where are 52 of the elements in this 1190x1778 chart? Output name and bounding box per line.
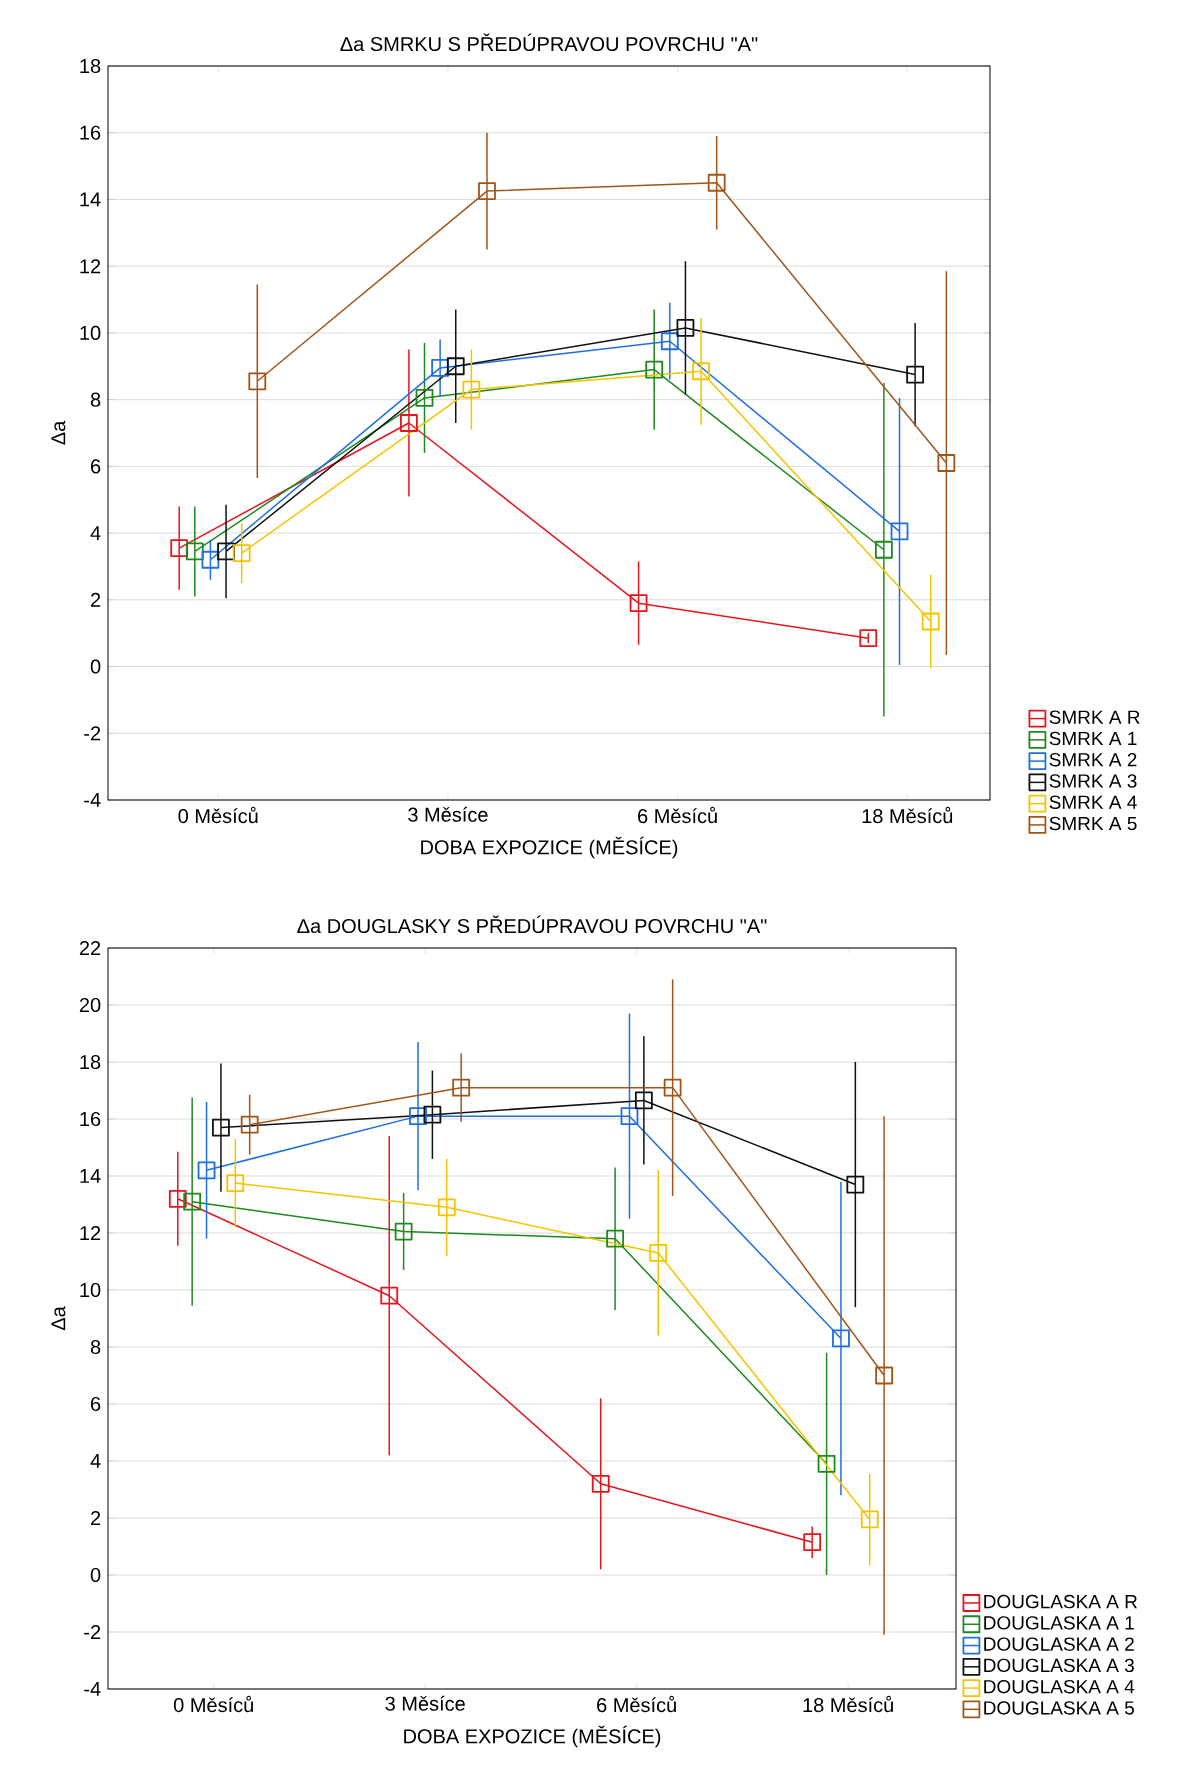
y-tick-label: -2 (84, 726, 101, 741)
y-tick-label: 6 (91, 1396, 101, 1412)
chart-title: Δa SMRKU S PŘEDÚPRAVOU POVRCHU "A" (340, 33, 758, 52)
y-tick-label: -4 (84, 793, 101, 807)
y-axis-title: Δa (51, 420, 66, 445)
y-axis-title: Δa (51, 1306, 66, 1331)
legend-label: DOUGLASKA A 4 (984, 1679, 1135, 1694)
legend-label: SMRK A 5 (1049, 816, 1137, 831)
y-tick-label: 4 (90, 1454, 101, 1468)
y-tick-label: 0 (90, 1567, 101, 1583)
y-tick-label: -2 (84, 1625, 101, 1639)
legend-label: SMRK A 2 (1049, 752, 1137, 767)
legend-label: DOUGLASKA A 3 (984, 1658, 1134, 1673)
y-tick-label: 12 (80, 259, 101, 274)
y-tick-label: 14 (80, 1169, 101, 1183)
y-tick-label: 14 (80, 192, 101, 207)
legend-label: SMRK A 1 (1049, 731, 1137, 746)
chart-title: Δa DOUGLASKY S PŘEDÚPRAVOU POVRCHU "A" (297, 915, 767, 934)
x-tick-label: 6 Měsíců (638, 806, 717, 824)
x-axis-title: DOBA EXPOZICE (MĚSÍCE) (421, 836, 678, 859)
y-tick-label: 8 (90, 392, 101, 407)
legend-label: DOUGLASKA A 1 (984, 1616, 1134, 1630)
legend-label: SMRK A 3 (1049, 774, 1137, 788)
x-tick-label: 18 Měsíců (862, 806, 953, 824)
legend-label: DOUGLASKA A 2 (984, 1637, 1134, 1651)
y-tick-label: 4 (90, 526, 101, 540)
x-tick-label: 3 Měsíce (385, 1695, 465, 1711)
y-tick-label: 2 (91, 592, 101, 607)
y-tick-label: 20 (79, 997, 101, 1013)
y-tick-label: 2 (91, 1511, 101, 1525)
y-tick-label: 16 (80, 1111, 101, 1127)
y-tick-label: 18 (80, 58, 101, 74)
y-tick-label: 10 (80, 325, 101, 340)
y-tick-label: 0 (90, 659, 101, 674)
y-tick-label: 6 (91, 459, 101, 474)
x-tick-label: 0 Měsíců (178, 806, 258, 824)
y-tick-label: 8 (90, 1339, 101, 1355)
x-tick-label: 18 Měsíců (803, 1695, 893, 1713)
y-tick-label: -4 (84, 1682, 101, 1696)
y-tick-label: 12 (80, 1226, 101, 1240)
y-tick-label: 16 (80, 125, 101, 140)
y-tick-label: 22 (79, 941, 101, 955)
legend-label: SMRK A R (1049, 710, 1140, 724)
x-tick-label: 0 Měsíců (173, 1695, 253, 1713)
x-axis-title: DOBA EXPOZICE (MĚSÍCE) (404, 1725, 661, 1748)
legend-label: DOUGLASKA A 5 (984, 1701, 1134, 1715)
x-tick-label: 6 Měsíců (597, 1695, 676, 1713)
y-tick-label: 18 (80, 1054, 101, 1070)
legend-label: DOUGLASKA A R (984, 1594, 1138, 1609)
y-tick-label: 10 (80, 1282, 101, 1298)
legend-label: SMRK A 4 (1049, 795, 1137, 809)
x-tick-label: 3 Měsíce (408, 806, 488, 822)
